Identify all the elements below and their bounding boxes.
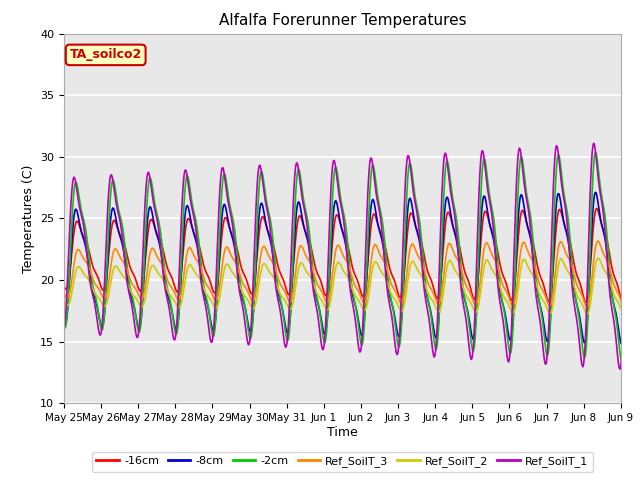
-16cm — [239, 269, 246, 275]
-2cm — [456, 248, 463, 253]
-16cm — [130, 272, 138, 278]
Ref_SoilT_2 — [291, 290, 299, 296]
Ref_SoilT_1 — [456, 270, 463, 276]
Title: Alfalfa Forerunner Temperatures: Alfalfa Forerunner Temperatures — [219, 13, 466, 28]
-8cm — [268, 248, 276, 254]
-16cm — [630, 204, 637, 210]
Ref_SoilT_3 — [268, 259, 276, 264]
Ref_SoilT_1 — [130, 315, 138, 321]
-2cm — [291, 210, 299, 216]
-16cm — [422, 264, 430, 269]
Line: Ref_SoilT_1: Ref_SoilT_1 — [64, 141, 640, 372]
-2cm — [268, 231, 276, 237]
-8cm — [130, 302, 138, 308]
Ref_SoilT_2 — [422, 286, 430, 291]
Ref_SoilT_1 — [239, 305, 246, 311]
Line: Ref_SoilT_3: Ref_SoilT_3 — [64, 240, 640, 307]
-8cm — [60, 322, 68, 328]
Ref_SoilT_1 — [291, 173, 299, 179]
Ref_SoilT_3 — [456, 261, 463, 267]
-16cm — [456, 244, 463, 250]
-16cm — [60, 283, 68, 289]
Ref_SoilT_2 — [130, 293, 138, 299]
Ref_SoilT_3 — [291, 276, 299, 282]
Ref_SoilT_3 — [239, 280, 246, 286]
Line: Ref_SoilT_2: Ref_SoilT_2 — [64, 257, 640, 314]
X-axis label: Time: Time — [327, 426, 358, 439]
Ref_SoilT_2 — [621, 312, 628, 317]
-8cm — [618, 341, 625, 347]
-8cm — [628, 188, 636, 194]
-2cm — [422, 287, 430, 293]
Legend: -16cm, -8cm, -2cm, Ref_SoilT_3, Ref_SoilT_2, Ref_SoilT_1: -16cm, -8cm, -2cm, Ref_SoilT_3, Ref_Soil… — [92, 452, 593, 471]
Ref_SoilT_2 — [239, 290, 246, 296]
Ref_SoilT_3 — [60, 290, 68, 296]
Ref_SoilT_2 — [268, 273, 276, 278]
Ref_SoilT_2 — [60, 298, 68, 304]
-16cm — [268, 238, 276, 244]
Ref_SoilT_1 — [268, 248, 276, 253]
-16cm — [291, 246, 299, 252]
-2cm — [130, 300, 138, 306]
-2cm — [628, 147, 636, 153]
Ref_SoilT_1 — [60, 328, 68, 334]
Y-axis label: Temperatures (C): Temperatures (C) — [22, 164, 35, 273]
Text: TA_soilco2: TA_soilco2 — [70, 48, 142, 61]
Ref_SoilT_2 — [632, 254, 639, 260]
Line: -2cm: -2cm — [64, 150, 640, 360]
Ref_SoilT_3 — [422, 275, 430, 281]
-2cm — [60, 324, 68, 330]
-8cm — [239, 297, 246, 302]
-8cm — [422, 290, 430, 296]
Ref_SoilT_3 — [620, 304, 628, 310]
-2cm — [239, 294, 246, 300]
Ref_SoilT_3 — [130, 283, 138, 289]
Line: -16cm: -16cm — [64, 207, 640, 303]
Line: -8cm: -8cm — [64, 191, 640, 344]
Ref_SoilT_1 — [422, 301, 430, 307]
Ref_SoilT_2 — [456, 275, 463, 280]
-16cm — [620, 300, 627, 306]
-8cm — [291, 232, 299, 238]
Ref_SoilT_1 — [627, 138, 635, 144]
Ref_SoilT_3 — [631, 238, 639, 243]
-8cm — [456, 261, 463, 267]
